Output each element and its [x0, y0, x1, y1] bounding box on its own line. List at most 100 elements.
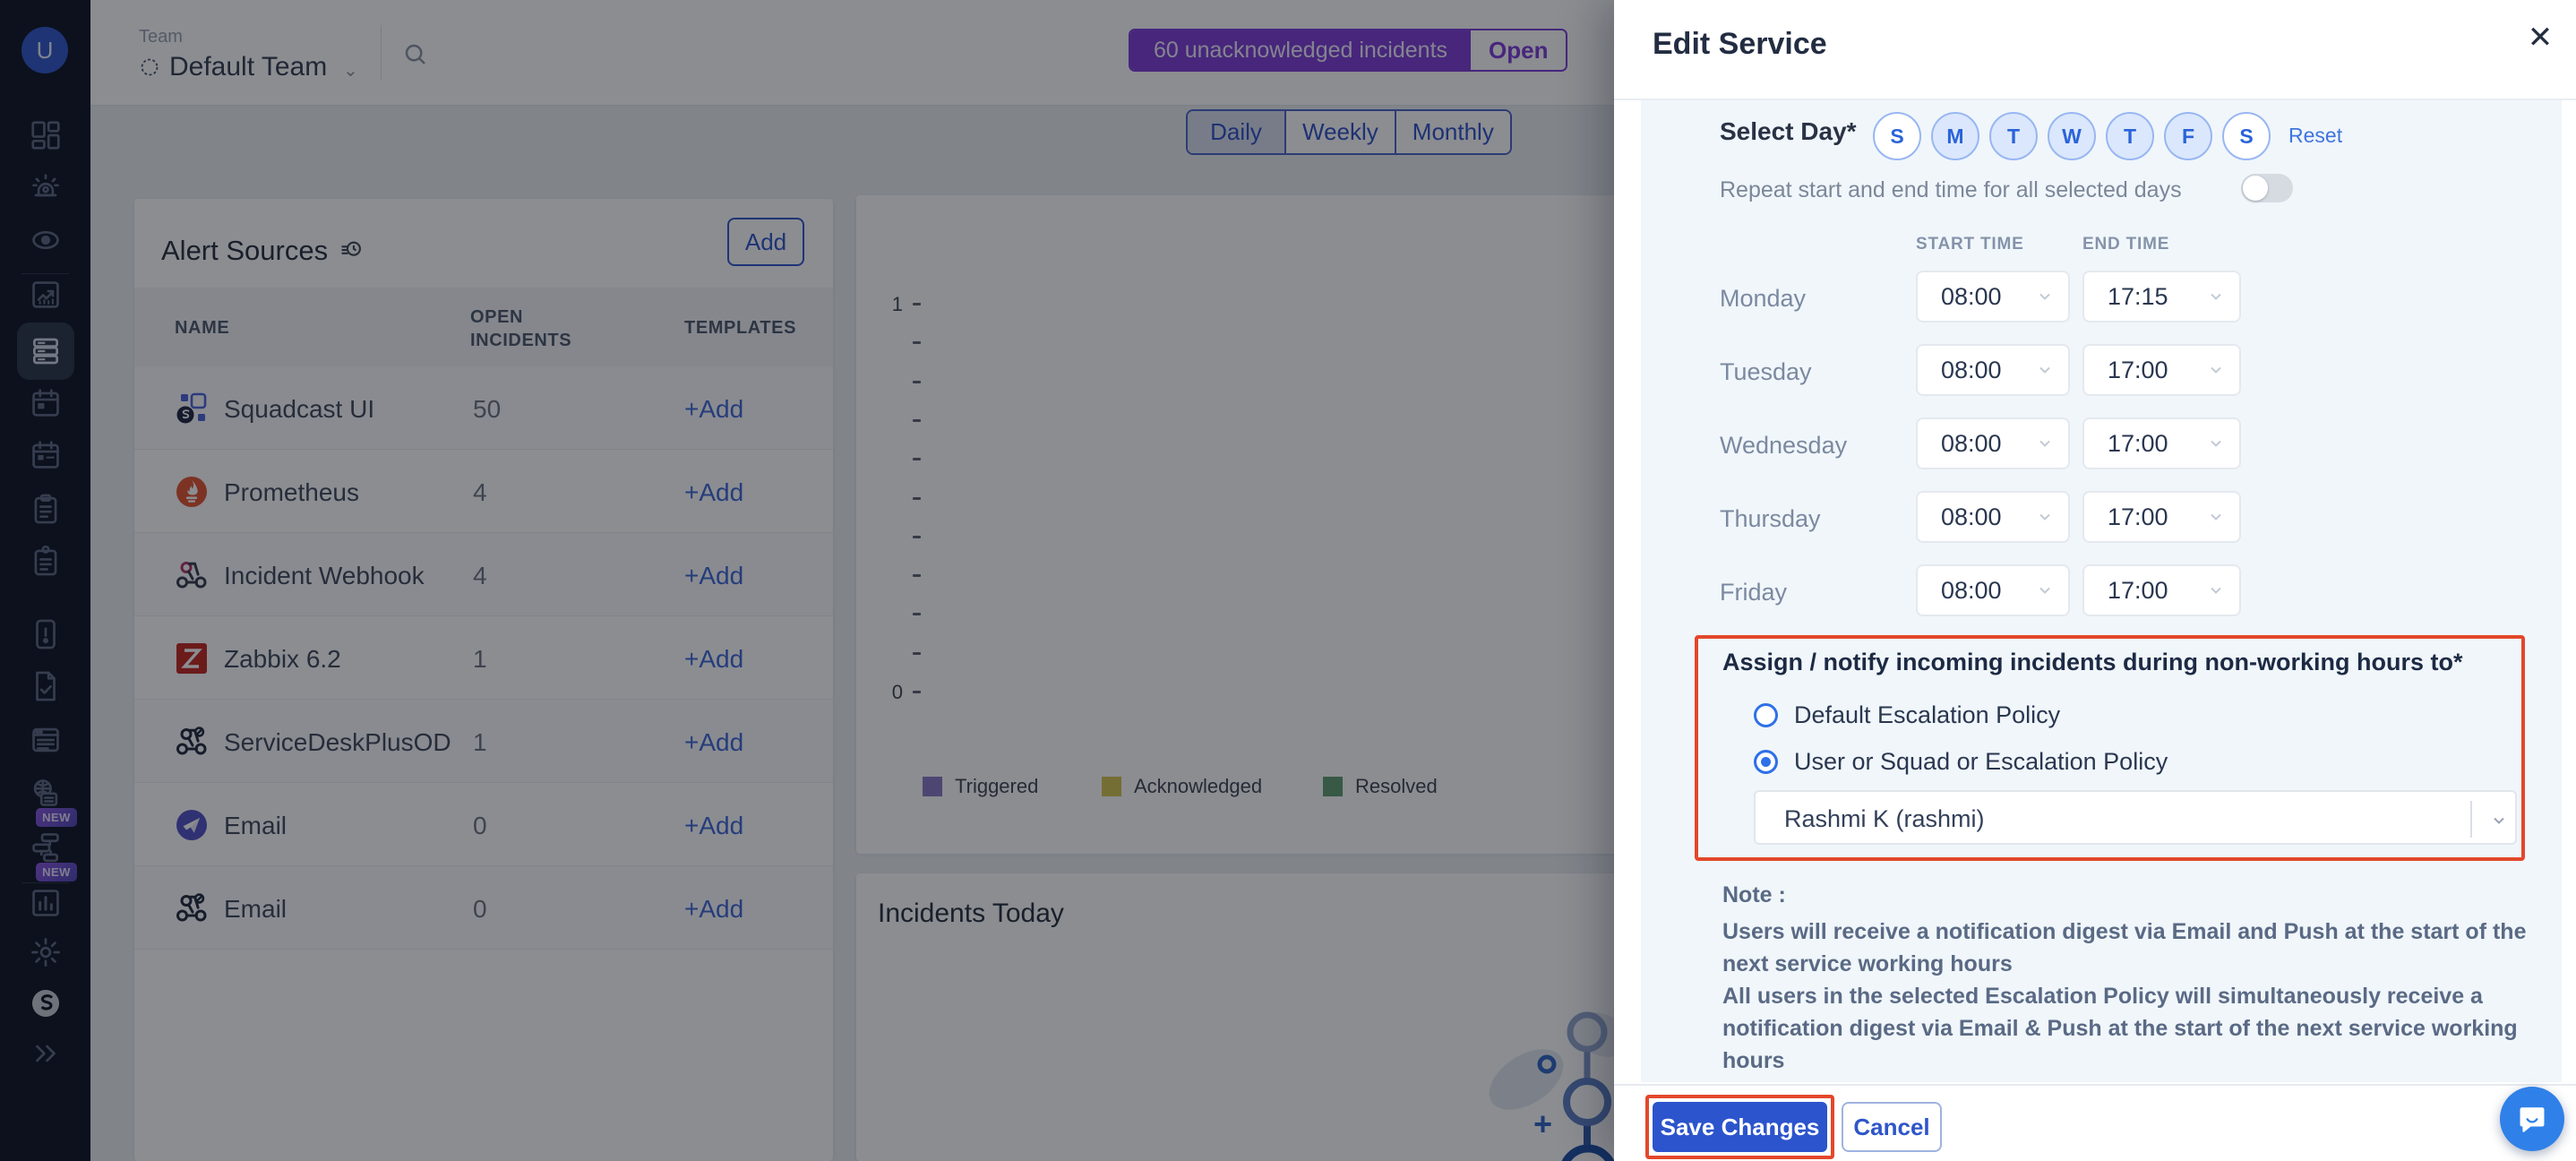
- period-tab-monthly[interactable]: Monthly: [1395, 111, 1510, 153]
- alert-source-row[interactable]: ServiceDeskPlusOD 1 +Add: [134, 700, 833, 783]
- sidebar-item-status-pages[interactable]: [0, 717, 90, 767]
- repeat-times-toggle[interactable]: [2241, 174, 2293, 202]
- legend-swatch: [923, 777, 942, 796]
- add-template-link[interactable]: +Add: [684, 728, 744, 756]
- day-circle-2[interactable]: T: [1989, 112, 2038, 160]
- add-alert-source-button[interactable]: Add: [727, 218, 804, 266]
- sidebar-item-workflows[interactable]: [0, 824, 90, 874]
- day-circle-1[interactable]: M: [1931, 112, 1979, 160]
- sidebar-item-schedules[interactable]: [0, 380, 90, 430]
- alert-history-icon: [339, 238, 364, 263]
- banner-open-button[interactable]: Open: [1471, 30, 1567, 70]
- end-time-select-thursday[interactable]: 17:00: [2082, 491, 2241, 543]
- sidebar-item-analytics[interactable]: [0, 271, 90, 322]
- assignee-select[interactable]: Rashmi K (rashmi): [1754, 790, 2517, 845]
- start-time-select-thursday[interactable]: 08:00: [1916, 491, 2070, 543]
- start-time-select-wednesday[interactable]: 08:00: [1916, 417, 2070, 469]
- cancel-button[interactable]: Cancel: [1842, 1102, 1942, 1152]
- start-time-select-friday[interactable]: 08:00: [1916, 564, 2070, 616]
- sidebar-item-dashboard[interactable]: [0, 112, 90, 162]
- end-time-select-tuesday[interactable]: 17:00: [2082, 344, 2241, 396]
- day-circle-6[interactable]: S: [2222, 112, 2271, 160]
- y-axis-tick: [913, 418, 921, 422]
- alert-source-row[interactable]: Email 0 +Add: [134, 866, 833, 950]
- team-selector[interactable]: Default Team: [139, 52, 327, 82]
- modal-backdrop[interactable]: [0, 0, 1614, 1161]
- legend-swatch: [1102, 777, 1121, 796]
- sidebar-item-tasks[interactable]: [0, 663, 90, 713]
- sidebar-item-incidents[interactable]: [0, 165, 90, 215]
- y-axis-tick: [913, 496, 921, 500]
- start-time-select-tuesday[interactable]: 08:00: [1916, 344, 2070, 396]
- schedule-day-label: Monday: [1720, 285, 1807, 312]
- start-time-select-monday[interactable]: 08:00: [1916, 271, 2070, 322]
- day-circle-0[interactable]: S: [1873, 112, 1921, 160]
- incidents-today-card: Incidents Today +: [856, 873, 1621, 1161]
- sidebar-item-webforms[interactable]: [0, 770, 90, 820]
- end-time-select-monday[interactable]: 17:15: [2082, 271, 2241, 322]
- chevron-down-icon[interactable]: ⌄: [343, 61, 358, 81]
- sidebar-item-oncall-watch[interactable]: [0, 217, 90, 267]
- unacknowledged-incidents-banner: 60 unacknowledged incidents Open: [1129, 29, 1568, 72]
- column-header-templates: TEMPLATES: [684, 318, 797, 338]
- sidebar-item-calendar[interactable]: [0, 432, 90, 482]
- sidebar-item-settings[interactable]: [0, 929, 90, 979]
- end-time-value: 17:00: [2108, 429, 2168, 457]
- alert-source-row[interactable]: Email 0 +Add: [134, 783, 833, 866]
- flow-icon: [29, 830, 63, 869]
- grid-icon: [29, 118, 63, 157]
- schedule-day-label: Thursday: [1720, 505, 1821, 532]
- legend-label: Acknowledged: [1134, 775, 1263, 797]
- assign-section-title: Assign / notify incoming incidents durin…: [1722, 649, 2463, 675]
- chat-launcher[interactable]: [2500, 1087, 2564, 1151]
- user-avatar[interactable]: U: [21, 27, 68, 73]
- sidebar-item-runbooks[interactable]: [0, 538, 90, 588]
- end-time-value: 17:00: [2108, 356, 2168, 383]
- day-circle-5[interactable]: F: [2164, 112, 2212, 160]
- alert-source-name: ServiceDeskPlusOD: [224, 728, 451, 756]
- day-circle-3[interactable]: W: [2048, 112, 2096, 160]
- note-body: Users will receive a notification digest…: [1722, 916, 2533, 1077]
- end-time-select-wednesday[interactable]: 17:00: [2082, 417, 2241, 469]
- sidebar-item-expand-sidebar[interactable]: [0, 1030, 90, 1080]
- add-template-link[interactable]: +Add: [684, 478, 744, 506]
- y-axis-tick: [913, 691, 921, 693]
- end-time-value: 17:15: [2108, 282, 2168, 310]
- open-incidents-count: 0: [473, 895, 487, 923]
- alert-source-row[interactable]: Squadcast UI 50 +Add: [134, 366, 833, 450]
- open-incidents-count: 4: [473, 562, 487, 589]
- assign-option-label: User or Squad or Escalation Policy: [1794, 748, 2168, 775]
- sidebar-item-services[interactable]: [0, 322, 90, 380]
- add-template-link[interactable]: +Add: [684, 645, 744, 673]
- modal-footer-divider: [1614, 1084, 2576, 1086]
- add-template-link[interactable]: +Add: [684, 395, 744, 423]
- sidebar-item-postmortems[interactable]: [0, 611, 90, 661]
- sidebar: U NEW NEW: [0, 0, 90, 1161]
- add-template-link[interactable]: +Add: [684, 812, 744, 839]
- zabbix-icon: [175, 641, 209, 675]
- sidebar-item-squadcast-logo[interactable]: [0, 980, 90, 1030]
- bars-icon: [29, 886, 63, 924]
- alert-source-row[interactable]: Incident Webhook 4 +Add: [134, 533, 833, 616]
- y-axis-tick: [913, 535, 921, 538]
- day-circle-4[interactable]: T: [2106, 112, 2154, 160]
- assign-option-label: Default Escalation Policy: [1794, 701, 2061, 728]
- close-icon[interactable]: ✕: [2527, 21, 2554, 55]
- legend-item-acknowledged: Acknowledged: [1102, 775, 1262, 798]
- alert-source-row[interactable]: Prometheus 4 +Add: [134, 450, 833, 533]
- search-icon[interactable]: [402, 41, 429, 68]
- reset-days-link[interactable]: Reset: [2288, 124, 2343, 147]
- save-changes-button[interactable]: Save Changes: [1653, 1102, 1827, 1152]
- sidebar-item-reports[interactable]: [0, 880, 90, 930]
- period-tab-daily[interactable]: Daily: [1188, 111, 1286, 153]
- add-template-link[interactable]: +Add: [684, 895, 744, 923]
- sidebar-item-escalation-policies[interactable]: [0, 486, 90, 536]
- period-tab-weekly[interactable]: Weekly: [1286, 111, 1396, 153]
- assign-option-2[interactable]: User or Squad or Escalation Policy: [1754, 748, 2168, 776]
- assign-option-1[interactable]: Default Escalation Policy: [1754, 701, 2060, 729]
- column-header-name: NAME: [175, 318, 230, 338]
- alert-source-row[interactable]: Zabbix 6.2 1 +Add: [134, 616, 833, 700]
- add-template-link[interactable]: +Add: [684, 562, 744, 589]
- end-time-select-friday[interactable]: 17:00: [2082, 564, 2241, 616]
